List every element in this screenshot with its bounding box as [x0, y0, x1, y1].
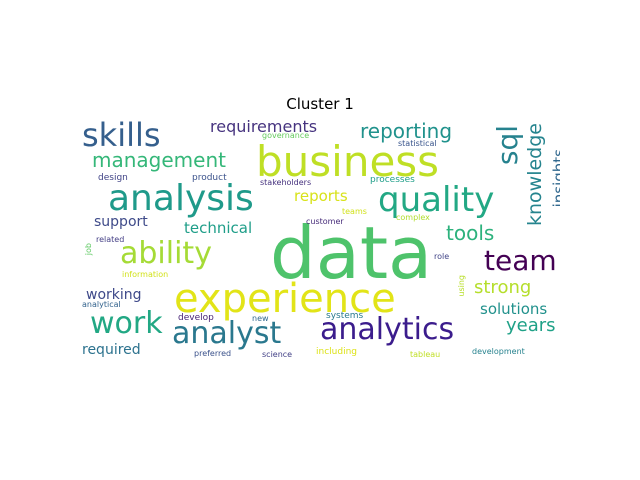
word-customer: customer — [306, 217, 344, 226]
word-work: work — [90, 306, 163, 341]
word-analytical: analytical — [82, 300, 121, 309]
word-job: job — [84, 243, 93, 256]
word-related: related — [96, 235, 125, 244]
chart-title: Cluster 1 — [286, 95, 354, 113]
word-quality: quality — [378, 180, 495, 220]
word-strong: strong — [474, 277, 532, 298]
word-complex: complex — [396, 213, 430, 222]
word-skills: skills — [82, 119, 161, 154]
word-governance: governance — [262, 131, 310, 140]
word-teams: teams — [342, 207, 367, 216]
word-development: development — [472, 347, 525, 356]
word-including: including — [316, 347, 357, 357]
word-business: business — [256, 137, 440, 186]
word-systems: systems — [326, 311, 364, 321]
word-ability: ability — [120, 236, 212, 271]
word-experience: experience — [174, 276, 396, 322]
word-solutions: solutions — [480, 300, 548, 318]
word-years: years — [506, 315, 556, 336]
word-technical: technical — [184, 219, 253, 237]
word-information: information — [122, 270, 169, 279]
word-knowledge: knowledge — [524, 123, 546, 226]
word-design: design — [98, 173, 128, 183]
word-analytics: analytics — [320, 312, 455, 347]
word-required: required — [82, 342, 141, 358]
word-new: new — [252, 314, 269, 323]
word-processes: processes — [370, 175, 415, 185]
word-data: data — [270, 211, 433, 295]
word-analysis: analysis — [108, 178, 254, 219]
word-requirements: requirements — [210, 119, 318, 136]
word-science: science — [262, 350, 293, 359]
word-statistical: statistical — [398, 139, 437, 148]
word-sql: sql — [491, 125, 524, 166]
word-cloud: data experience business analysis skills… — [80, 119, 560, 364]
word-develop: develop — [178, 313, 214, 323]
word-insights: insights — [550, 149, 560, 208]
word-team: team — [484, 244, 557, 277]
word-analyst: analyst — [172, 316, 282, 351]
word-preferred: preferred — [194, 349, 232, 358]
word-reports: reports — [294, 187, 348, 205]
word-using: using — [457, 275, 466, 297]
word-support: support — [94, 214, 148, 230]
word-tableau: tableau — [410, 350, 441, 359]
word-role: role — [434, 252, 450, 261]
word-reporting: reporting — [360, 119, 453, 143]
word-management: management — [92, 148, 226, 172]
word-tools: tools — [446, 221, 495, 245]
word-product: product — [192, 173, 227, 183]
word-stakeholders: stakeholders — [260, 178, 312, 187]
word-working: working — [86, 287, 142, 303]
